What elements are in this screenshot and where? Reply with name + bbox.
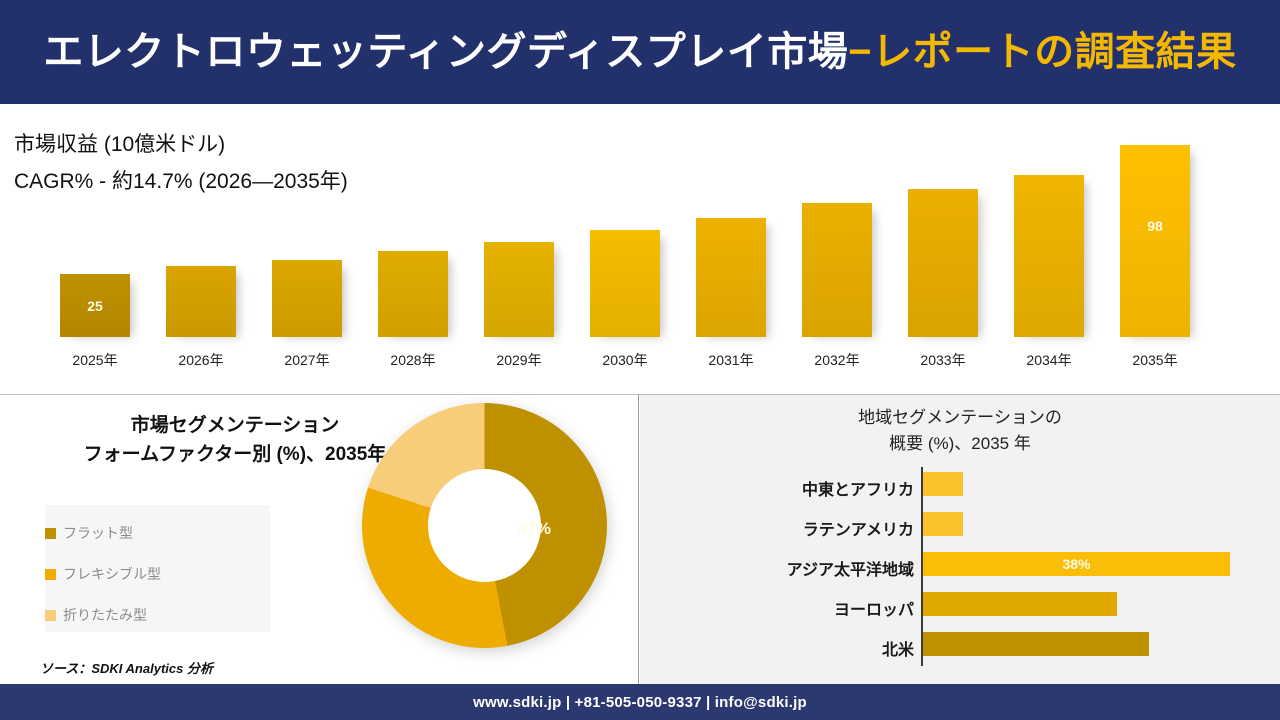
region-label: 中東とアフリカ [801, 482, 914, 499]
region-label: ラテンアメリカ [802, 522, 914, 539]
legend-label: 折りたたみ型 [63, 607, 147, 623]
donut-chart: 47% [362, 403, 612, 653]
bar [484, 242, 554, 337]
bar-column [378, 251, 448, 337]
bar-x-axis-label: 2025年 [72, 352, 118, 368]
region-value-label: 38% [1062, 556, 1091, 572]
chart-subtitle-block: 市場収益 (10億米ドル) CAGR% - 約14.7% (2026―2035年… [14, 134, 348, 208]
bar-x-axis-label: 2033年 [920, 352, 966, 368]
bar-x-axis-label: 2030年 [602, 352, 648, 368]
vertical-divider [638, 394, 639, 684]
segmentation-panel: 市場セグメンテーション フォームファクター別 (%)、2035年 フラット型フレ… [0, 395, 638, 684]
region-axis-line [921, 467, 923, 666]
region-bar [923, 632, 1149, 656]
bar-x-axis-label: 2028年 [390, 352, 436, 368]
bar-column [590, 230, 660, 337]
bar-column [484, 242, 554, 337]
segmentation-legend [45, 505, 270, 632]
bar-x-axis-label: 2029年 [496, 352, 542, 368]
bar [696, 218, 766, 337]
market-revenue-chart: 市場収益 (10億米ドル) CAGR% - 約14.7% (2026―2035年… [0, 104, 1280, 394]
bar-value-label: 98 [1147, 217, 1163, 234]
bar [1014, 175, 1084, 337]
page-title-main: エレクトロウェッティングディスプレイ市場 [43, 30, 849, 74]
bar [802, 203, 872, 337]
bar-x-axis-label: 2027年 [284, 352, 330, 368]
horizontal-divider [0, 394, 1280, 395]
page-title: エレクトロウェッティングディスプレイ市場−レポートの調査結果 [43, 32, 1236, 72]
region-label: ヨーロッパ [833, 602, 914, 619]
bar-column [696, 218, 766, 337]
legend-swatch-icon [45, 527, 56, 539]
source-note: ソース：SDKI Analytics 分析 [40, 661, 213, 676]
region-bar [923, 512, 963, 536]
bar-x-axis-label: 2032年 [814, 352, 860, 368]
bar-column [166, 266, 236, 337]
legend-label: フレキシブル型 [63, 566, 161, 582]
donut-hole [428, 469, 541, 582]
legend-swatch-icon [45, 568, 56, 580]
region-title: 地域セグメンテーションの 概要 (%)、2035 年 [640, 405, 1280, 458]
donut-value-label: 47% [517, 519, 552, 538]
legend-item: 折りたたみ型 [45, 605, 147, 625]
bar [272, 260, 342, 337]
legend-swatch-icon [45, 609, 56, 621]
segmentation-title-line2: フォームファクター別 (%)、2035年 [83, 443, 387, 465]
legend-item: フラット型 [45, 523, 133, 543]
bar-chart-plot-area: 25 2025年 2026年 2027年 2028年 2029年 2030年 2031年 203… [40, 104, 1240, 394]
bar-column [272, 260, 342, 337]
segmentation-title-line1: 市場セグメンテーション [130, 415, 340, 436]
segmentation-title: 市場セグメンテーション フォームファクター別 (%)、2035年 [0, 412, 470, 469]
region-title-line2: 概要 (%)、2035 年 [889, 434, 1031, 454]
footer-banner: www.sdki.jp | +81-505-050-9337 | info@sd… [0, 684, 1280, 720]
bar-column: 98 [1120, 145, 1190, 337]
region-bar: 38% [923, 552, 1230, 576]
bar-x-axis-label: 2026年 [178, 352, 224, 368]
bar [908, 189, 978, 337]
cagr-label: CAGR% - 約14.7% (2026―2035年) [14, 170, 348, 193]
bar [166, 266, 236, 337]
bar-column [908, 189, 978, 337]
bar-column [1014, 175, 1084, 337]
legend-item: フレキシブル型 [45, 564, 161, 584]
legend-label: フラット型 [63, 525, 133, 541]
bar-value-label: 25 [87, 297, 103, 314]
region-panel: 地域セグメンテーションの 概要 (%)、2035 年 中東とアフリカ ラテンアメリ… [640, 395, 1280, 684]
header-banner: エレクトロウェッティングディスプレイ市場−レポートの調査結果 [0, 0, 1280, 104]
region-bar [923, 472, 963, 496]
bar [378, 251, 448, 337]
bar-column: 25 [60, 274, 130, 337]
region-title-line1: 地域セグメンテーションの [858, 408, 1062, 427]
bar-x-axis-label: 2031年 [708, 352, 754, 368]
page-title-accent: −レポートの調査結果 [848, 30, 1237, 74]
bar: 25 [60, 274, 130, 337]
region-label: 北米 [881, 642, 914, 659]
bar-x-axis-label: 2035年 [1132, 352, 1178, 368]
bar-x-axis-label: 2034年 [1026, 352, 1072, 368]
bar [590, 230, 660, 337]
bar: 98 [1120, 145, 1190, 337]
region-label: アジア太平洋地域 [786, 562, 914, 579]
region-bar [923, 592, 1117, 616]
bar-column [802, 203, 872, 337]
revenue-unit-label: 市場収益 (10億米ドル) [14, 133, 226, 156]
footer-contact: www.sdki.jp | +81-505-050-9337 | info@sd… [473, 693, 807, 711]
